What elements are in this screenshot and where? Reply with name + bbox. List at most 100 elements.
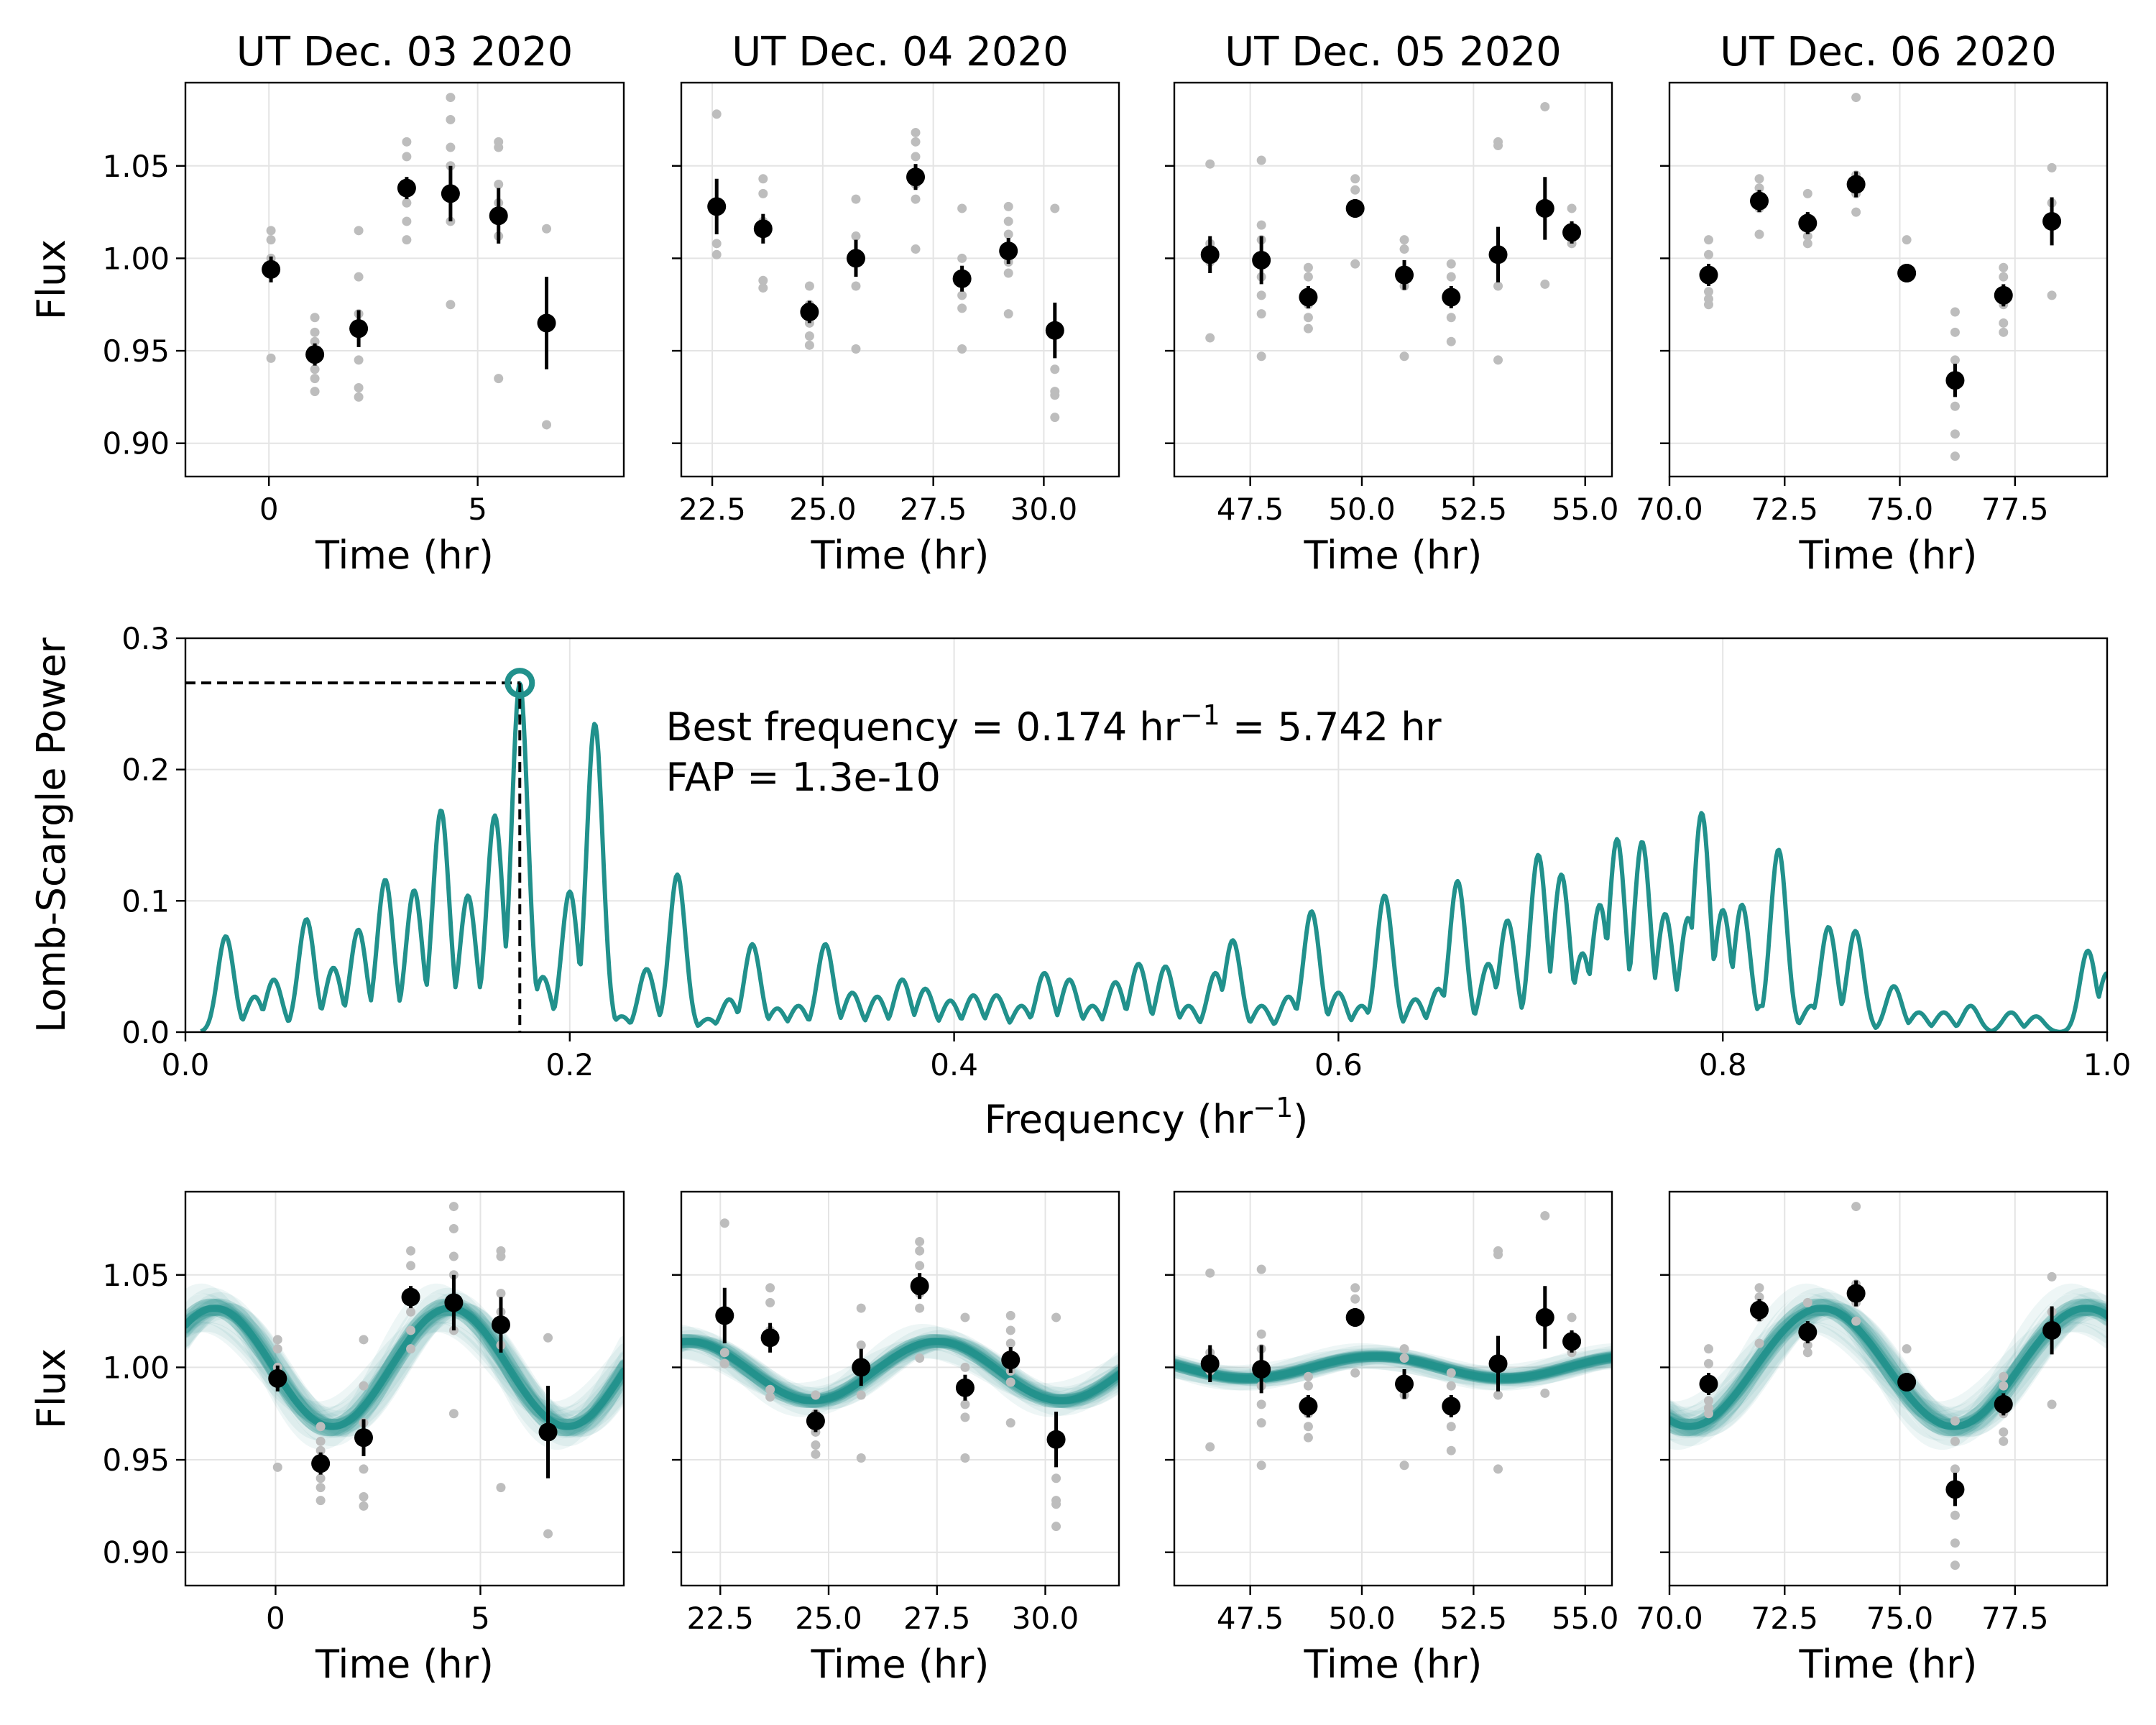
raw-point bbox=[1399, 235, 1409, 245]
raw-point bbox=[1005, 1325, 1015, 1335]
model-curve bbox=[1669, 1303, 2107, 1437]
binned-point bbox=[1442, 1397, 1461, 1416]
model-curve bbox=[1174, 1353, 1612, 1382]
x-tick-label: 47.5 bbox=[1217, 1601, 1284, 1636]
x-tick-label: 77.5 bbox=[1981, 492, 2049, 527]
model-curve bbox=[185, 1303, 624, 1437]
x-tick-label: 0.8 bbox=[1699, 1047, 1747, 1082]
binned-point bbox=[1562, 223, 1582, 242]
raw-point bbox=[1350, 1283, 1360, 1293]
raw-point bbox=[315, 1496, 326, 1506]
raw-point bbox=[758, 283, 768, 293]
raw-point bbox=[1999, 1371, 2009, 1381]
binned-point bbox=[305, 345, 325, 364]
x-tick-label: 72.5 bbox=[1751, 492, 1819, 527]
x-tick-label: 50.0 bbox=[1328, 492, 1396, 527]
y-tick-label: 0.95 bbox=[102, 1443, 170, 1478]
raw-point bbox=[1256, 351, 1266, 362]
binned-point bbox=[1897, 263, 1917, 282]
raw-point bbox=[915, 1353, 925, 1363]
x-axis-label: Time (hr) bbox=[811, 533, 990, 578]
fit-panel-1: 0 5 0.90 0.95 1.00 1.05 Time (hr) Flux bbox=[29, 1190, 625, 1687]
raw-point bbox=[1703, 287, 1713, 297]
raw-point bbox=[1003, 201, 1013, 211]
axes-frame bbox=[1173, 1190, 1613, 1587]
model-curve bbox=[1174, 1348, 1612, 1378]
raw-point bbox=[1256, 1399, 1266, 1409]
raw-point bbox=[1703, 1396, 1713, 1406]
raw-point bbox=[1802, 188, 1812, 198]
raw-point bbox=[960, 1453, 970, 1463]
binned-point bbox=[1345, 1307, 1365, 1327]
raw-point bbox=[811, 1440, 821, 1450]
binned-point bbox=[1750, 1300, 1769, 1320]
raw-point bbox=[402, 137, 412, 147]
raw-point bbox=[1350, 174, 1360, 184]
x-tick-label: 27.5 bbox=[900, 492, 967, 527]
binned-point bbox=[1846, 1284, 1866, 1303]
raw-point bbox=[1205, 1442, 1215, 1452]
x-tick-label: 22.5 bbox=[687, 1601, 755, 1636]
binned-point bbox=[441, 184, 460, 203]
raw-point bbox=[2047, 1271, 2057, 1282]
raw-point bbox=[1446, 1445, 1456, 1455]
raw-point bbox=[1754, 1283, 1764, 1293]
raw-point bbox=[1303, 1381, 1313, 1391]
raw-point bbox=[1703, 1409, 1713, 1419]
raw-point bbox=[804, 340, 814, 350]
model-curve bbox=[185, 1302, 624, 1438]
raw-point bbox=[758, 174, 768, 184]
model-curve bbox=[681, 1323, 1119, 1408]
y-tick-label: 0.0 bbox=[121, 1015, 170, 1050]
binned-point bbox=[491, 1315, 510, 1335]
raw-point bbox=[957, 203, 967, 213]
model-curves bbox=[681, 1323, 1119, 1417]
raw-point bbox=[1999, 1427, 2009, 1437]
raw-point bbox=[446, 114, 456, 124]
raw-point bbox=[1003, 309, 1013, 319]
raw-point bbox=[765, 1392, 775, 1402]
x-tick-label: 0.4 bbox=[930, 1047, 978, 1082]
raw-point bbox=[711, 109, 722, 119]
model-curve bbox=[185, 1303, 624, 1432]
x-tick-label: 0 bbox=[266, 1601, 285, 1636]
x-axis-label: Frequency (hr−1) bbox=[985, 1092, 1309, 1142]
model-curve bbox=[1669, 1283, 2107, 1441]
model-curve bbox=[185, 1305, 624, 1421]
raw-point bbox=[1446, 272, 1456, 282]
y-tick-label: 0.3 bbox=[121, 621, 170, 656]
raw-point bbox=[1802, 231, 1812, 242]
best-frequency-marker bbox=[505, 668, 535, 699]
raw-point bbox=[1851, 207, 1861, 217]
binned-point bbox=[715, 1306, 734, 1325]
raw-point bbox=[315, 1445, 326, 1455]
model-curve bbox=[1174, 1355, 1612, 1391]
raw-point bbox=[711, 249, 722, 259]
binned-point bbox=[1046, 1430, 1066, 1449]
binned-point bbox=[1750, 191, 1769, 211]
y-tick-label: 0.90 bbox=[102, 1535, 170, 1570]
raw-point bbox=[765, 1283, 775, 1293]
binned-point bbox=[1562, 1332, 1582, 1351]
raw-point bbox=[1446, 313, 1456, 323]
x-axis-label: Time (hr) bbox=[811, 1642, 990, 1687]
raw-point bbox=[1493, 1390, 1503, 1400]
raw-point bbox=[310, 336, 320, 346]
raw-point bbox=[1051, 1522, 1061, 1532]
raw-point bbox=[406, 1325, 416, 1335]
binned-point bbox=[489, 206, 508, 226]
panel-title: UT Dec. 03 2020 bbox=[236, 29, 573, 75]
x-tick-label: 22.5 bbox=[678, 492, 746, 527]
raw-point bbox=[1399, 1460, 1409, 1471]
raw-point bbox=[1399, 1353, 1409, 1363]
binned-point bbox=[707, 197, 727, 216]
raw-point bbox=[2047, 162, 2057, 172]
raw-point bbox=[1950, 1510, 1960, 1520]
raw-point bbox=[1851, 1202, 1861, 1212]
axes-frame bbox=[1173, 81, 1613, 478]
raw-point bbox=[1703, 235, 1713, 245]
x-tick-label: 1.0 bbox=[2083, 1047, 2132, 1082]
raw-point bbox=[957, 344, 967, 354]
raw-point bbox=[315, 1436, 326, 1446]
